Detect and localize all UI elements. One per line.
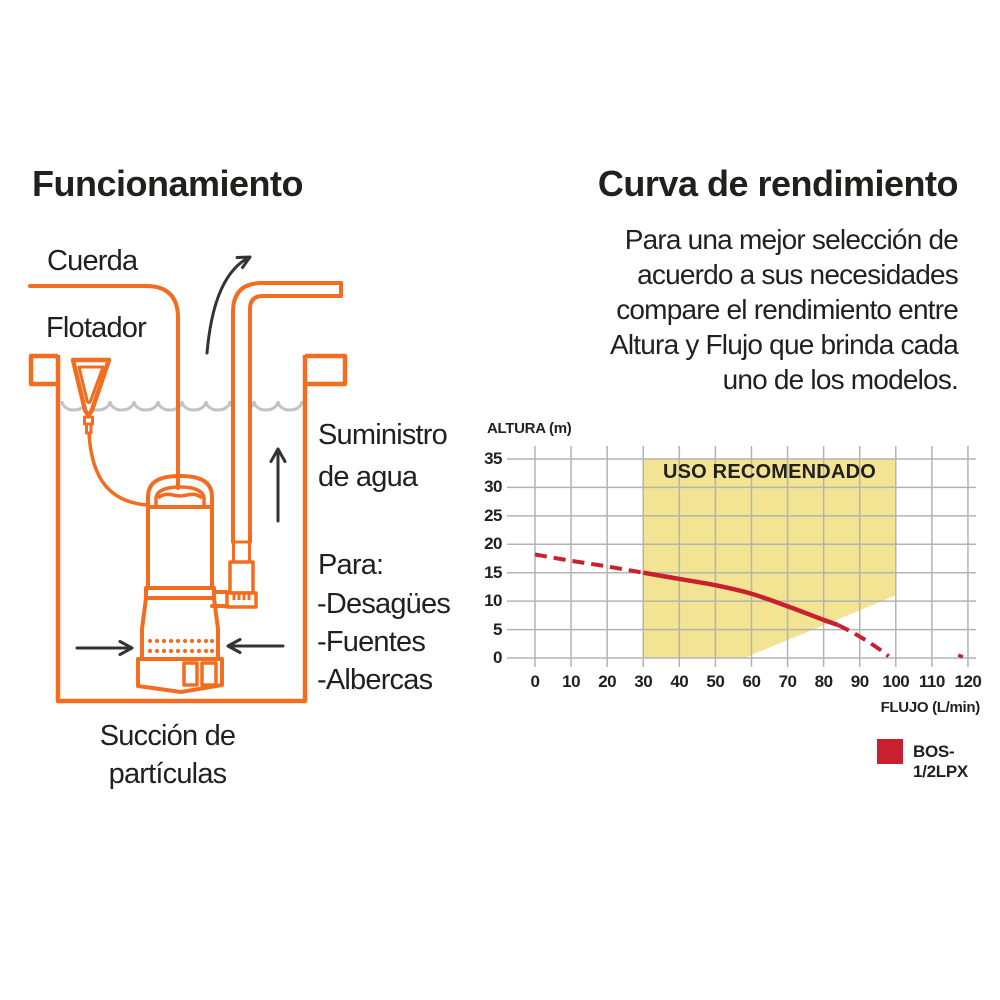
description-line: uno de los modelos. [722, 364, 959, 395]
x-tick-label: 80 [814, 672, 833, 691]
x-tick-label: 50 [706, 672, 725, 691]
curve-dashed-tail [837, 623, 890, 658]
suction-arrow-left [75, 640, 134, 656]
y-tick-label: 20 [484, 534, 502, 554]
supply-label-line1: Suministro [318, 419, 448, 451]
x-axis-title: FLUJO (L/min) [880, 699, 981, 716]
discharge-pipe [231, 281, 343, 544]
supply-label: Suministro de agua [318, 414, 448, 498]
use-item-pools: -Albercas [317, 664, 433, 696]
pump-body [136, 474, 224, 694]
x-tick-label: 120 [954, 672, 982, 691]
tank-outline [28, 353, 348, 704]
y-tick-label: 5 [493, 619, 502, 639]
x-tick-label: 60 [742, 672, 761, 691]
uses-list: -Desagües -Fuentes -Albercas [317, 585, 451, 699]
x-tick-label: 20 [598, 672, 617, 691]
legend-swatch-bos12lpx [877, 739, 903, 764]
curve-solid [642, 570, 839, 628]
y-axis-title: ALTURA (m) [487, 420, 572, 437]
rope-label: Cuerda [47, 245, 138, 277]
x-tick-label: 100 [882, 672, 910, 691]
chart-description: Para una mejor selección de acuerdo a su… [500, 222, 959, 397]
use-item-fountains: -Fuentes [317, 626, 426, 658]
suction-arrow-right [226, 638, 285, 654]
pump-diagram [28, 255, 348, 704]
float-cable [87, 432, 149, 507]
uses-title: Para: [318, 549, 384, 581]
flow-arrows [75, 255, 287, 656]
description-line: acuerdo a sus necesidades [637, 259, 959, 290]
description-line: compare el rendimiento entre [616, 294, 959, 325]
y-tick-label: 0 [493, 648, 502, 667]
right-panel-title: Curva de rendimiento [597, 163, 959, 204]
legend-label-bos12lpx: BOS-1/2LPX [913, 742, 968, 781]
x-tick-label: 110 [918, 672, 945, 691]
up-arrow [269, 447, 287, 523]
x-tick-label: 70 [778, 672, 797, 691]
use-item-drains: -Desagües [317, 588, 451, 620]
left-panel-title: Funcionamiento [32, 163, 304, 204]
pipe-coupling [210, 540, 258, 609]
curve-extra-dash [957, 653, 964, 659]
suction-label: Succión de partículas [60, 717, 275, 793]
recommended-region-label: USO RECOMENDADO [662, 461, 876, 483]
x-tick-label: 40 [670, 672, 689, 691]
y-tick-label: 35 [484, 448, 502, 468]
curved-up-arrow [205, 255, 252, 355]
description-line: Para una mejor selección de [624, 224, 959, 255]
supply-label-line2: de agua [318, 461, 418, 493]
x-tick-label: 10 [562, 672, 581, 691]
y-tick-label: 15 [484, 562, 502, 582]
x-tick-label: 0 [530, 672, 540, 691]
recommended-region [643, 458, 896, 658]
x-tick-label: 90 [850, 672, 869, 691]
x-tick-label: 30 [634, 672, 653, 691]
y-tick-label: 25 [484, 505, 502, 525]
water-surface [60, 400, 304, 412]
suction-label-line2: partículas [108, 758, 228, 790]
y-tick-label: 30 [484, 477, 502, 497]
float-switch [70, 357, 149, 507]
description-line: Altura y Flujo que brinda cada [610, 329, 959, 360]
rope-line [28, 284, 180, 490]
performance-chart-plot [507, 445, 976, 667]
curve-dashed-lead [534, 552, 644, 575]
y-tick-label: 10 [484, 591, 502, 611]
suction-holes [147, 638, 215, 654]
float-label: Flotador [46, 312, 147, 344]
suction-label-line1: Succión de [99, 720, 236, 752]
